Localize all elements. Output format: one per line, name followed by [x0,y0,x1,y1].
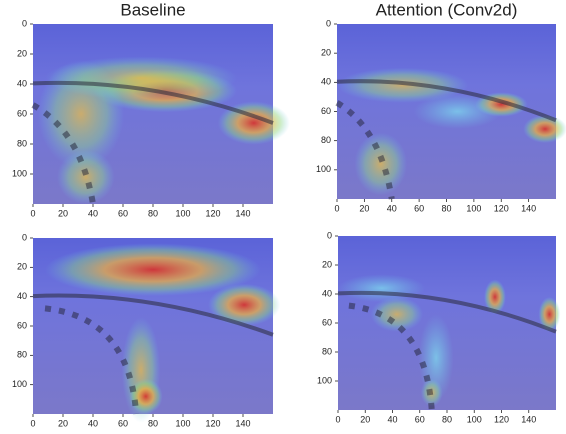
x-tick-label: 80 [148,208,158,218]
y-tick-label: 100 [12,379,27,389]
x-tick-label: 40 [88,418,98,428]
y-tick-label: 60 [322,317,332,327]
road-edge [337,290,557,334]
x-tick-label: 140 [235,208,250,218]
x-tick-label: 0 [30,208,35,218]
y-tick-label: 60 [17,108,27,118]
panel-title: Baseline [120,0,185,19]
y-tick-label: 40 [322,288,332,298]
heatmap-image [335,24,566,200]
heat-blob [57,150,115,204]
heatmap-image [337,236,561,411]
x-tick-label: 100 [467,414,482,424]
heat-blob [45,243,261,297]
x-tick-label: 140 [521,414,536,424]
x-tick-label: 20 [58,208,68,218]
y-tick-label: 20 [17,48,27,58]
y-tick-label: 80 [322,346,332,356]
x-tick-label: 100 [175,208,190,218]
x-tick-label: 140 [521,203,536,213]
y-tick-label: 100 [316,164,331,174]
x-tick-label: 140 [235,418,250,428]
x-tick-label: 80 [442,414,452,424]
x-tick-label: 60 [415,414,425,424]
y-tick-label: 40 [17,291,27,301]
lane-marks [335,100,395,200]
x-tick-label: 80 [148,418,158,428]
x-tick-label: 120 [205,418,220,428]
heatmap-image [31,24,290,205]
x-tick-label: 60 [118,418,128,428]
x-tick-label: 60 [414,203,424,213]
y-tick-label: 100 [317,375,332,385]
road-edge [32,293,274,337]
heat-blob [354,132,408,196]
heat-blob [208,283,281,326]
x-tick-label: 40 [387,414,397,424]
heat-blob [45,56,237,100]
heat-blob [370,296,424,332]
heat-blob [413,94,502,129]
lane-marks [44,305,140,415]
lane-marks [348,302,435,411]
y-tick-label: 80 [321,135,331,145]
road-edge [336,79,557,123]
y-tick-label: 60 [321,106,331,116]
x-tick-label: 100 [466,203,481,213]
y-tick-label: 0 [327,230,332,240]
heat-blob [338,274,426,303]
x-tick-label: 0 [335,414,340,424]
y-tick-label: 40 [321,77,331,87]
y-tick-label: 20 [321,48,331,58]
heat-blob [523,115,566,143]
x-tick-label: 40 [88,208,98,218]
y-tick-label: 0 [22,18,27,28]
heat-blob [337,67,469,103]
panel-title: Attention (Conv2d) [376,0,518,19]
heat-blob [484,279,506,315]
x-tick-label: 120 [494,414,509,424]
y-tick-label: 0 [22,232,27,242]
road-edge [32,80,274,125]
x-tick-label: 80 [441,203,451,213]
x-tick-label: 60 [118,208,128,218]
y-tick-label: 40 [17,78,27,88]
x-tick-label: 20 [360,414,370,424]
y-tick-label: 100 [12,168,27,178]
heat-blob [538,296,561,332]
x-tick-label: 40 [387,203,397,213]
x-tick-label: 20 [58,418,68,428]
x-tick-label: 0 [334,203,339,213]
x-tick-label: 0 [30,418,35,428]
y-tick-label: 80 [17,350,27,360]
y-tick-label: 80 [17,138,27,148]
x-tick-label: 100 [175,418,190,428]
y-tick-label: 20 [17,262,27,272]
x-tick-label: 120 [494,203,509,213]
heat-blob [129,378,163,414]
y-tick-label: 60 [17,320,27,330]
x-tick-label: 20 [359,203,369,213]
heatmap-image [32,238,281,423]
x-tick-label: 120 [205,208,220,218]
y-tick-label: 20 [322,259,332,269]
y-tick-label: 0 [326,18,331,28]
